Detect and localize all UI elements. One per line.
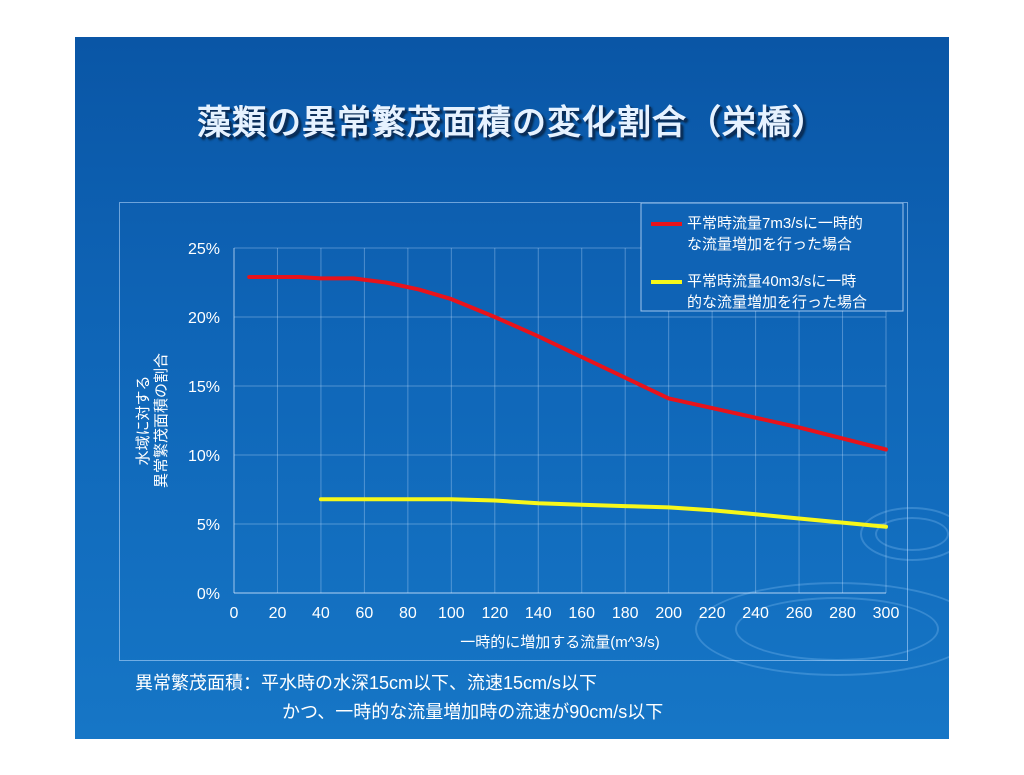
x-axis-label: 一時的に増加する流量(m^3/s)	[460, 634, 660, 651]
x-tick-label: 280	[829, 605, 856, 622]
series-line	[247, 275, 888, 452]
x-tick-label: 60	[356, 605, 374, 622]
legend-label: 平常時流量40m3/sに一時	[687, 273, 856, 290]
y-axis-label: 水域に対する	[135, 375, 152, 465]
x-tick-label: 260	[786, 605, 813, 622]
x-tick-label: 40	[312, 605, 330, 622]
y-tick-label: 0%	[197, 586, 220, 603]
note-line-1: 異常繁茂面積：平水時の水深15cm以下、流速15cm/s以下	[135, 673, 598, 693]
slide-title: 藻類の異常繁茂面積の変化割合（栄橋）	[197, 103, 827, 143]
y-tick-label: 5%	[197, 517, 220, 534]
y-tick-label: 20%	[188, 310, 220, 327]
legend-label: 的な流量増加を行った場合	[687, 294, 867, 311]
y-tick-label: 15%	[188, 379, 220, 396]
x-tick-label: 220	[699, 605, 726, 622]
legend-label: 平常時流量7m3/sに一時的	[687, 215, 863, 232]
x-tick-label: 200	[655, 605, 682, 622]
legend-label: な流量増加を行った場合	[687, 236, 852, 253]
water-ripple-decoration	[860, 507, 949, 561]
x-tick-label: 140	[525, 605, 552, 622]
x-tick-label: 100	[438, 605, 465, 622]
x-tick-label: 240	[742, 605, 769, 622]
y-tick-label: 10%	[188, 448, 220, 465]
y-tick-label: 25%	[188, 241, 220, 258]
x-tick-label: 0	[230, 605, 239, 622]
chart-area: 0% 5% 10% 15% 20% 25% 0 20 40 60 80 100 120 140 160 180…	[119, 202, 908, 661]
x-tick-label: 20	[269, 605, 287, 622]
y-axis-label: 異常繁茂面積の割合	[153, 353, 170, 488]
x-tick-label: 80	[399, 605, 417, 622]
legend-box	[640, 202, 904, 312]
x-tick-label: 180	[612, 605, 639, 622]
x-tick-label: 300	[873, 605, 900, 622]
slide: 藻類の異常繁茂面積の変化割合（栄橋） 0% 5% 10% 15% 20% 25% 0 20 40…	[75, 37, 949, 739]
x-tick-label: 120	[481, 605, 508, 622]
water-ripple-decoration	[695, 582, 949, 676]
note-line-2: かつ、一時的な流量増加時の流速が90cm/s以下	[282, 702, 664, 722]
x-tick-label: 160	[568, 605, 595, 622]
line-chart: 0% 5% 10% 15% 20% 25% 0 20 40 60 80 100 120 140 160 180…	[135, 202, 904, 651]
series-line	[318, 497, 888, 529]
